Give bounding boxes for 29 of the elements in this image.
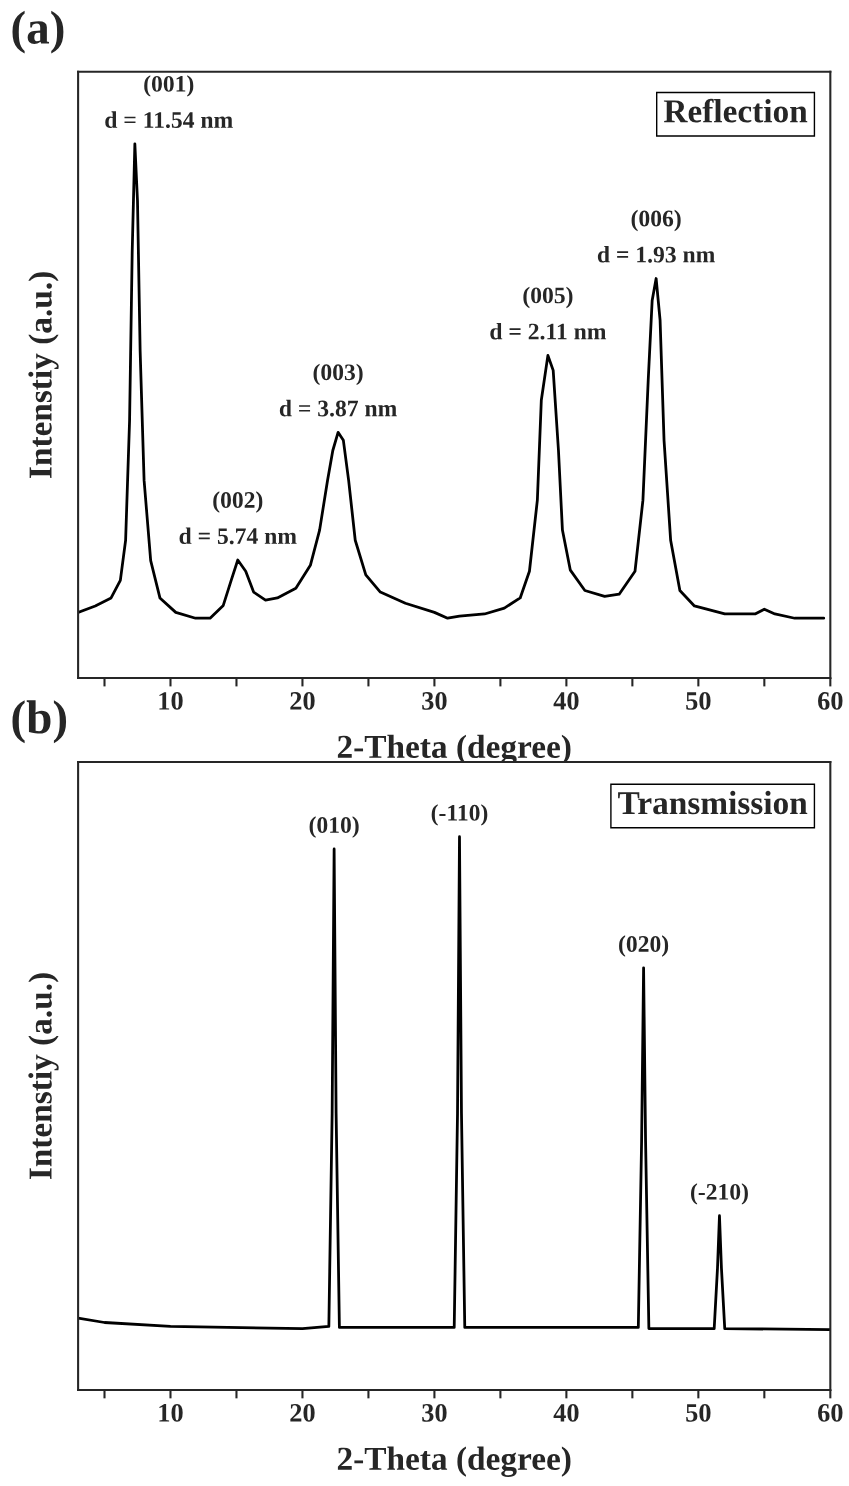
annotation: (003) d = 3.87 nm bbox=[279, 363, 397, 417]
annotation: (-210) bbox=[691, 1183, 748, 1205]
annotation: (002) d = 5.74 nm bbox=[179, 491, 297, 545]
text: Transmission bbox=[618, 790, 808, 815]
text: (a) bbox=[12, 10, 64, 54]
x-tick-label: 30 bbox=[422, 692, 447, 710]
y-axis-title: Intenstiy (a.u.) bbox=[28, 272, 59, 478]
x-tick-label: 30 bbox=[422, 1403, 447, 1422]
x-tick-label: 50 bbox=[686, 692, 711, 710]
y-axis-title: Intenstiy (a.u.) bbox=[28, 973, 59, 1180]
annotation: (001) d = 11.54 nm bbox=[105, 75, 233, 129]
x-tick-label: 20 bbox=[290, 1403, 315, 1422]
x-tick-label: 10 bbox=[159, 1403, 183, 1422]
x-tick-label: 40 bbox=[553, 1403, 579, 1422]
annotation: (010) bbox=[309, 816, 359, 838]
annotation: (-110) bbox=[431, 804, 488, 826]
annotation: (005) d = 2.11 nm bbox=[490, 286, 607, 340]
x-axis-title: 2-Theta (degree) bbox=[337, 734, 571, 766]
x-axis-title: 2-Theta (degree) bbox=[337, 1446, 571, 1478]
x-tick-label: 60 bbox=[818, 692, 843, 710]
annotation: (006) d = 1.93 nm bbox=[597, 209, 715, 263]
text: Reflection bbox=[663, 98, 808, 123]
x-tick-label: 20 bbox=[290, 692, 315, 710]
annotation: (020) bbox=[619, 935, 669, 957]
x-tick-label: 60 bbox=[818, 1403, 843, 1422]
text: (b) bbox=[12, 700, 67, 744]
x-tick-label: 50 bbox=[686, 1403, 711, 1422]
x-tick-label: 10 bbox=[159, 692, 183, 710]
x-tick-label: 40 bbox=[553, 692, 579, 710]
